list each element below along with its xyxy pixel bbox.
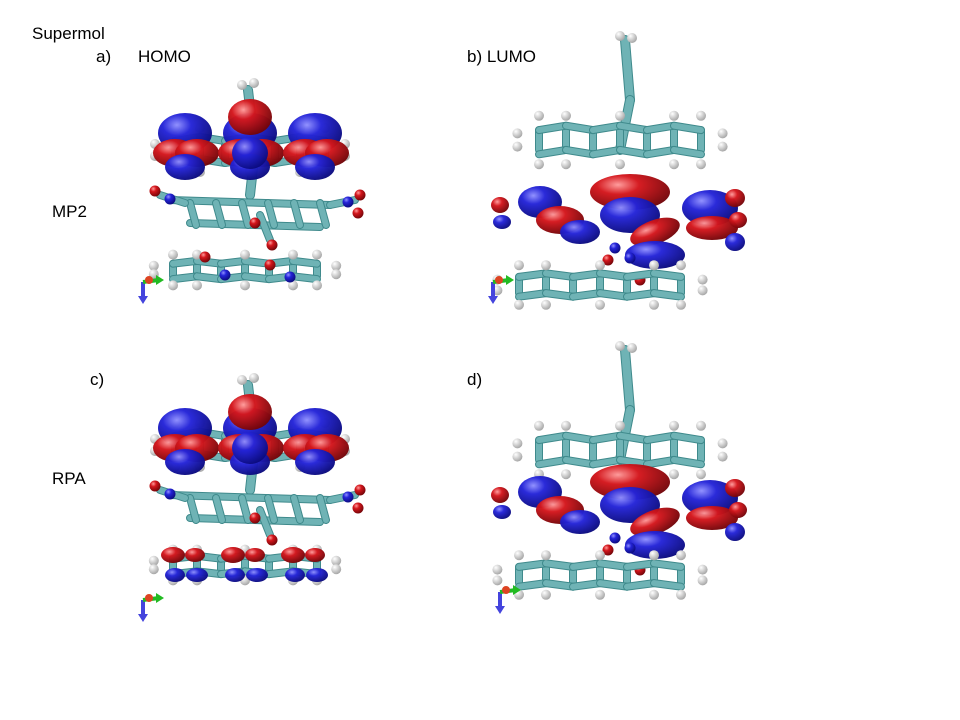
panel-c-letter: c): [90, 370, 105, 389]
panel-a-homo-mp2: [148, 78, 366, 291]
row-label-mp2: MP2: [52, 202, 87, 221]
panel-a-letter: a): [96, 47, 112, 66]
row-label-rpa: RPA: [52, 469, 86, 488]
axes-triad-icon: [138, 275, 164, 304]
panel-a-title: HOMO: [138, 47, 191, 66]
header-label: Supermol: [32, 24, 105, 43]
panel-d-lumo-rpa: [491, 341, 747, 600]
panel-b-letter: b) LUMO: [467, 47, 536, 66]
panel-c-homo-rpa: [148, 373, 366, 586]
axes-triad-icon: [495, 585, 521, 614]
panel-d-letter: d): [467, 370, 483, 389]
axes-triad-icon: [488, 275, 514, 304]
axes-triad-icon: [138, 593, 164, 622]
panel-b-lumo-mp2: [491, 31, 747, 310]
